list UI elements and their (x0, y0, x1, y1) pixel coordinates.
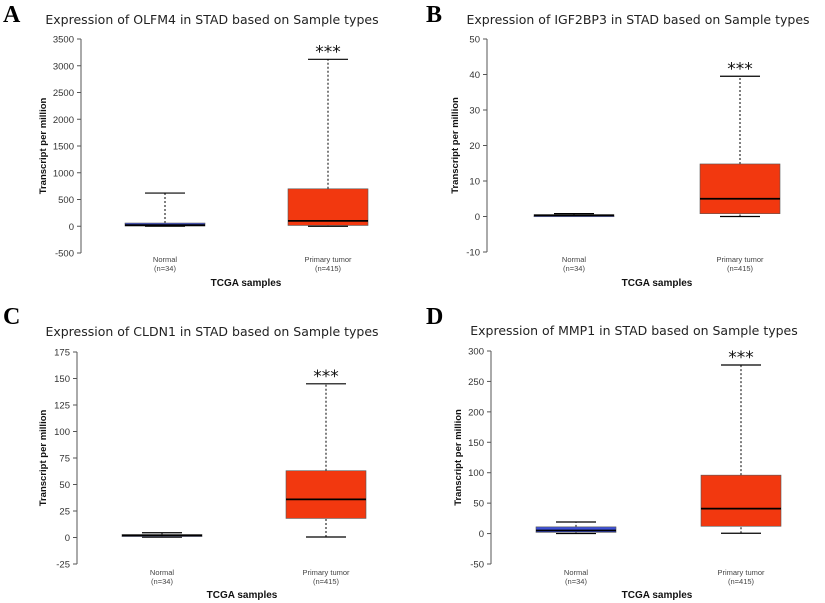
category-count: (n=415) (727, 264, 754, 273)
significance-stars: *** (727, 59, 753, 79)
iqr-box (535, 526, 617, 533)
chart-panel-d: D Expression of MMP1 in STAD based on Sam… (426, 304, 798, 601)
panel-letter: C (3, 304, 20, 330)
y-tick-label: 75 (59, 454, 70, 465)
box-normal (121, 532, 203, 538)
y-tick-label: 125 (54, 401, 70, 412)
box-normal (535, 521, 617, 535)
y-tick-label: -10 (466, 248, 480, 259)
significance-stars: *** (313, 367, 339, 387)
category-label: Normal (564, 568, 589, 577)
y-tick-label: 250 (468, 377, 484, 388)
y-tick-label: 10 (469, 177, 480, 188)
category-label: Normal (153, 255, 178, 264)
box-normal (124, 192, 206, 227)
panel-letter: A (3, 2, 21, 28)
y-tick-label: -50 (470, 560, 484, 571)
y-tick-label: 2000 (53, 115, 74, 126)
iqr-box (700, 474, 782, 527)
x-axis-label: TCGA samples (211, 278, 282, 289)
y-tick-label: 50 (59, 480, 70, 491)
y-tick-label: 25 (59, 507, 70, 518)
box-primary-tumor (699, 75, 781, 218)
y-tick-label: 20 (469, 141, 480, 152)
x-axis-label: TCGA samples (622, 590, 693, 601)
y-tick-label: 500 (58, 195, 74, 206)
category-label: Normal (150, 568, 175, 577)
y-tick-label: 3000 (53, 61, 74, 72)
category-label: Normal (562, 255, 587, 264)
box-primary-tumor (700, 364, 782, 534)
chart-panel-a: A Expression of OLFM4 in STAD based on Sa… (3, 2, 379, 289)
y-tick-label: 0 (475, 212, 480, 223)
y-axis-label: Transcript per million (453, 409, 464, 506)
significance-stars: *** (728, 348, 754, 368)
box-normal (533, 213, 615, 218)
chart-title: Expression of CLDN1 in STAD based on Sam… (45, 324, 378, 339)
category-label: Primary tumor (717, 568, 765, 577)
y-axis-label: Transcript per million (38, 410, 49, 507)
y-tick-label: 1000 (53, 168, 74, 179)
y-tick-label: -500 (55, 249, 74, 260)
y-tick-label: 1500 (53, 142, 74, 153)
y-axis-label: Transcript per million (450, 97, 461, 194)
y-tick-label: 2500 (53, 88, 74, 99)
y-tick-label: 300 (468, 347, 484, 358)
category-count: (n=415) (313, 577, 340, 586)
x-axis-label: TCGA samples (622, 278, 693, 289)
y-tick-label: 150 (54, 374, 70, 385)
y-tick-label: 40 (469, 70, 480, 81)
panel-letter: B (426, 2, 442, 28)
category-label: Primary tumor (302, 568, 350, 577)
category-count: (n=415) (728, 577, 755, 586)
box-primary-tumor (287, 58, 369, 227)
iqr-box (285, 470, 367, 519)
category-count: (n=34) (565, 577, 587, 586)
y-tick-label: 150 (468, 438, 484, 449)
y-axis-label: Transcript per million (38, 98, 49, 195)
chart-panel-c: C Expression of CLDN1 in STAD based on Sa… (3, 304, 379, 601)
category-count: (n=34) (563, 264, 585, 273)
chart-panel-b: B Expression of IGF2BP3 in STAD based on … (426, 2, 810, 289)
y-tick-label: 3500 (53, 35, 74, 46)
chart-title: Expression of OLFM4 in STAD based on Sam… (45, 12, 378, 27)
iqr-box (699, 163, 781, 214)
category-label: Primary tumor (716, 255, 764, 264)
box-primary-tumor (285, 383, 367, 538)
y-tick-label: 0 (69, 222, 74, 233)
category-count: (n=415) (315, 264, 342, 273)
y-tick-label: 100 (54, 427, 70, 438)
y-tick-label: -25 (56, 560, 70, 571)
panel-letter: D (426, 304, 443, 330)
x-axis-label: TCGA samples (207, 590, 278, 601)
y-tick-label: 0 (479, 529, 484, 540)
y-tick-label: 50 (469, 35, 480, 46)
category-label: Primary tumor (304, 255, 352, 264)
chart-title: Expression of MMP1 in STAD based on Samp… (470, 323, 798, 338)
significance-stars: *** (315, 42, 341, 62)
y-tick-label: 50 (473, 499, 484, 510)
y-tick-label: 200 (468, 407, 484, 418)
chart-title: Expression of IGF2BP3 in STAD based on S… (466, 12, 809, 27)
y-tick-label: 0 (65, 533, 70, 544)
category-count: (n=34) (154, 264, 176, 273)
y-tick-label: 100 (468, 468, 484, 479)
category-count: (n=34) (151, 577, 173, 586)
y-tick-label: 30 (469, 106, 480, 117)
y-tick-label: 175 (54, 348, 70, 359)
iqr-box (287, 188, 369, 226)
